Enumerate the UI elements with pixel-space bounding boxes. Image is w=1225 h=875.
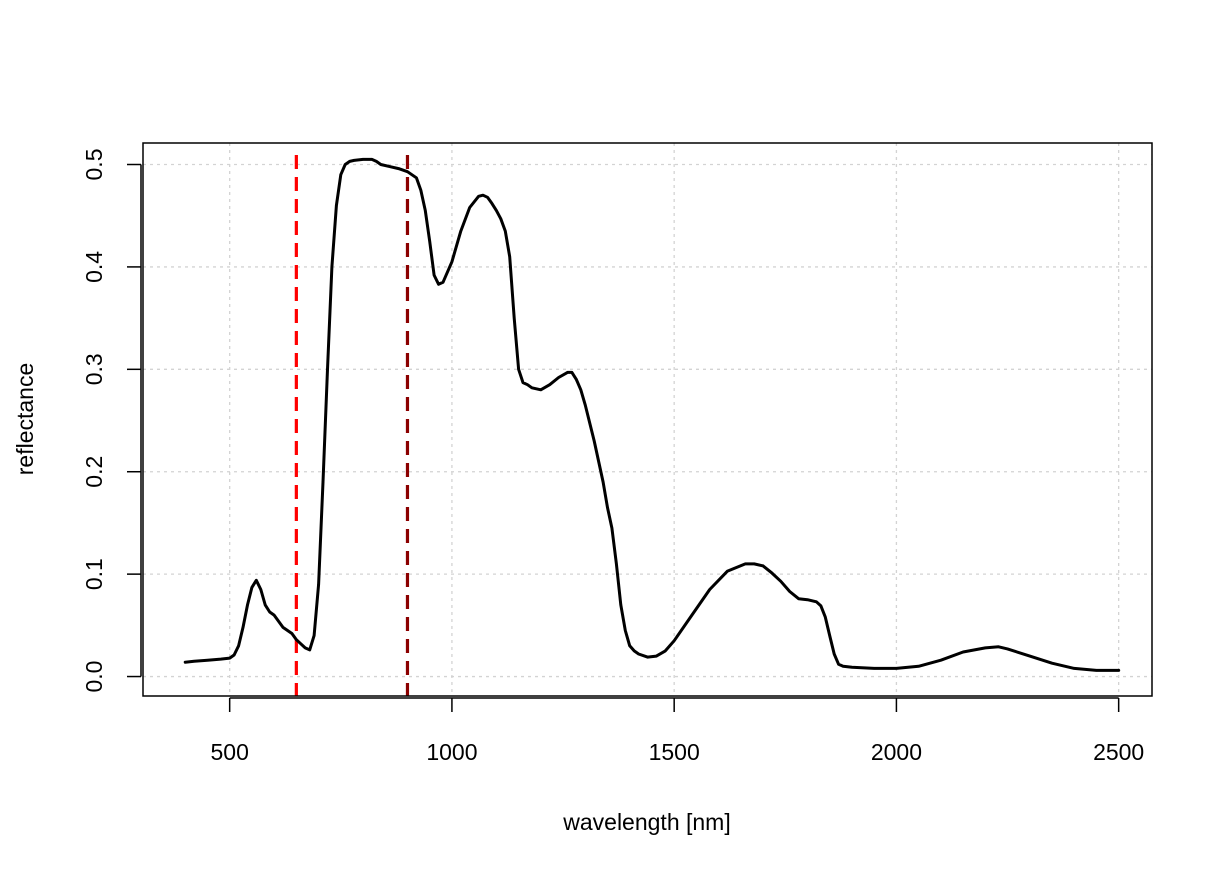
y-tick-label-5: 0.5	[81, 149, 107, 181]
reference-lines	[294, 155, 410, 696]
y-axis-title: reflectance	[12, 363, 38, 476]
x-tick-label-1: 1000	[426, 739, 477, 765]
x-tick-label-4: 2500	[1093, 739, 1144, 765]
x-axis-title: wavelength [nm]	[562, 809, 730, 835]
y-tick-label-1: 0.1	[81, 558, 107, 590]
x-tick-label-3: 2000	[871, 739, 922, 765]
series-layer	[183, 157, 1121, 672]
y-tick-label-3: 0.3	[81, 353, 107, 385]
x-tick-label-2: 1500	[649, 739, 700, 765]
x-axis: 500 1000 1500 2000 2500	[210, 697, 1144, 765]
y-tick-label-0: 0.0	[81, 661, 107, 693]
reflectance-series-line-0	[183, 157, 1121, 672]
x-tick-label-0: 500	[210, 739, 248, 765]
grid	[143, 143, 1152, 696]
plot-frame	[142, 142, 1153, 697]
y-axis: 0.0 0.1 0.2 0.3 0.4 0.5	[81, 149, 142, 693]
y-tick-label-2: 0.2	[81, 456, 107, 488]
y-tick-label-4: 0.4	[81, 251, 107, 283]
